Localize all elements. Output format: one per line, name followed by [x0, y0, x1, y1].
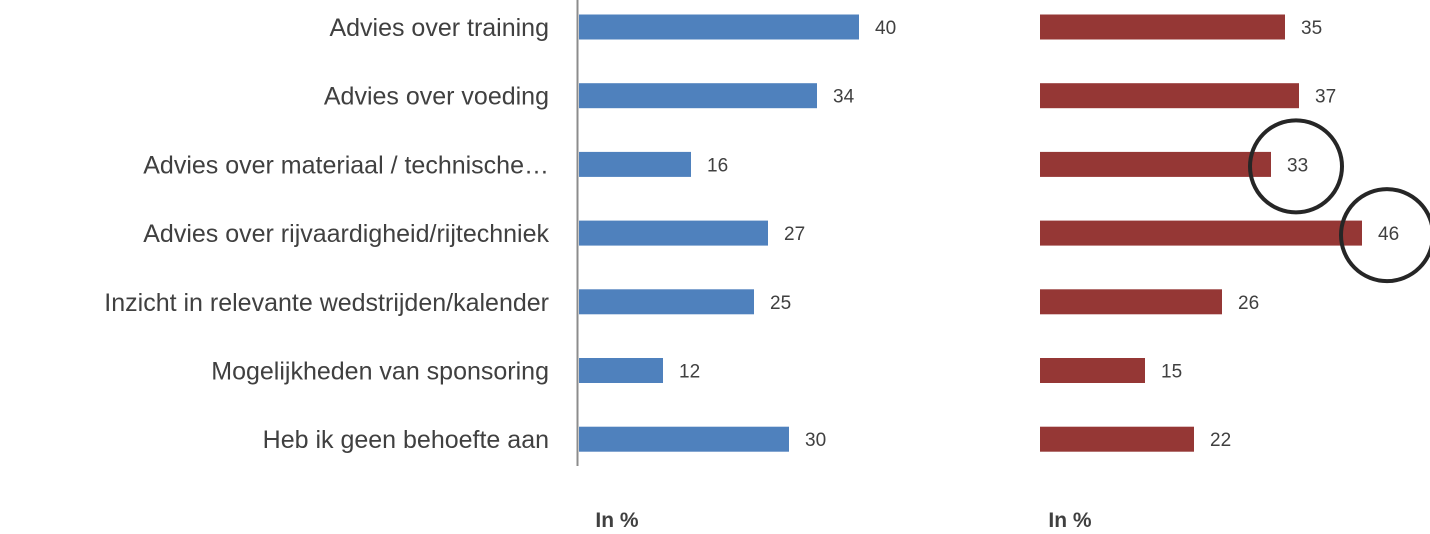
- bar: [579, 220, 768, 246]
- bar: [1040, 220, 1362, 246]
- left-panel: 40 34 16 27 25 12 30 In %: [576, 0, 896, 532]
- bar: [579, 151, 691, 177]
- data-label: 25: [770, 293, 791, 314]
- bar: [579, 14, 859, 40]
- category-label: Mogelijkheden van sponsoring: [211, 358, 549, 386]
- data-label: 30: [805, 430, 826, 451]
- bar: [579, 426, 789, 452]
- data-label: 27: [784, 224, 805, 245]
- data-label: 26: [1238, 293, 1259, 314]
- data-label: 34: [833, 87, 855, 108]
- bar: [1040, 83, 1299, 109]
- category-label: Heb ik geen behoefte aan: [263, 426, 549, 454]
- category-label: Inzicht in relevante wedstrijden/kalende…: [104, 289, 549, 317]
- axis-title: In %: [595, 509, 638, 532]
- category-label: Advies over materiaal / technische…: [143, 151, 549, 179]
- data-label: 12: [679, 362, 700, 383]
- data-label: 37: [1315, 87, 1336, 108]
- bar: [579, 289, 754, 315]
- highlight-circle: [1339, 187, 1430, 284]
- right-panel: 35 37 33 46 26 15 22 In %: [1040, 14, 1430, 532]
- bar: [1040, 358, 1145, 383]
- data-label: 15: [1161, 362, 1182, 383]
- highlight-circle: [1248, 118, 1344, 215]
- category-label: Advies over rijvaardigheid/rijtechniek: [143, 220, 549, 248]
- bar: [1040, 289, 1222, 315]
- category-labels: Advies over training Advies over voeding A…: [104, 14, 549, 454]
- axis-title: In %: [1048, 509, 1091, 532]
- category-label: Advies over voeding: [324, 83, 549, 111]
- data-label: 22: [1210, 430, 1231, 451]
- bar: [1040, 151, 1271, 177]
- bar: [579, 83, 817, 109]
- data-label: 16: [707, 155, 728, 176]
- data-label: 33: [1287, 155, 1308, 176]
- bar: [579, 358, 663, 383]
- data-label: 40: [875, 18, 896, 39]
- bar: [1040, 426, 1194, 452]
- data-label: 35: [1301, 18, 1322, 39]
- data-label: 46: [1378, 224, 1399, 245]
- bar: [1040, 14, 1285, 40]
- category-label: Advies over training: [329, 14, 549, 42]
